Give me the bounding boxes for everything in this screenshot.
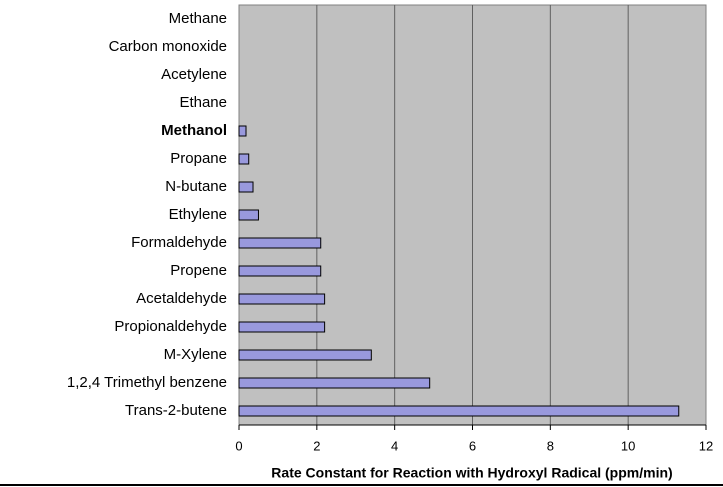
y-tick-label: Acetylene xyxy=(161,66,227,83)
x-tick-label: 4 xyxy=(391,438,398,453)
x-tick-label: 2 xyxy=(313,438,320,453)
y-tick-label: Methane xyxy=(169,10,227,27)
y-tick-label: Propionaldehyde xyxy=(114,318,227,335)
bar xyxy=(238,237,322,249)
bar xyxy=(238,405,680,417)
x-tick-label: 0 xyxy=(235,438,242,453)
bar xyxy=(238,349,372,361)
bar xyxy=(238,125,247,137)
y-tick-label: Acetaldehyde xyxy=(136,290,227,307)
x-axis-title: Rate Constant for Reaction with Hydroxyl… xyxy=(271,465,672,481)
bar xyxy=(238,153,250,165)
x-tick-label: 10 xyxy=(621,438,635,453)
y-tick-label: Carbon monoxide xyxy=(109,38,227,55)
bar xyxy=(238,265,322,277)
y-tick-label: Ethylene xyxy=(169,206,227,223)
x-tick-label: 6 xyxy=(469,438,476,453)
y-tick-label: N-butane xyxy=(165,178,227,195)
y-tick-label: Propane xyxy=(170,150,227,167)
y-tick-label: Formaldehyde xyxy=(131,234,227,251)
x-tick-label: 12 xyxy=(699,438,713,453)
bar xyxy=(238,181,254,193)
bar xyxy=(238,377,431,389)
y-tick-label: M-Xylene xyxy=(164,346,227,363)
bar xyxy=(238,293,326,305)
y-tick-label: Ethane xyxy=(179,94,227,111)
y-tick-label: Methanol xyxy=(161,122,227,139)
y-tick-label: Trans-2-butene xyxy=(125,402,227,419)
bar xyxy=(238,321,326,333)
y-tick-label: Propene xyxy=(170,262,227,279)
y-tick-label: 1,2,4 Trimethyl benzene xyxy=(67,374,227,391)
bar xyxy=(238,209,259,221)
x-tick-label: 8 xyxy=(547,438,554,453)
